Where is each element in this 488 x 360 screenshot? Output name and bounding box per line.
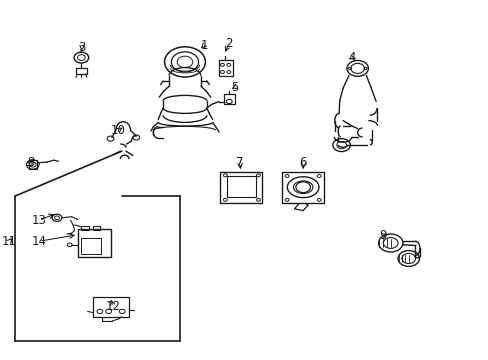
Bar (220, 172, 262, 203)
Bar (75, 68, 87, 74)
Bar (227, 176, 255, 197)
Text: 1: 1 (200, 39, 208, 51)
Text: 12: 12 (106, 300, 121, 313)
Bar (78, 229, 111, 257)
Text: 2: 2 (224, 37, 232, 50)
Bar (29, 160, 37, 169)
Text: 9: 9 (378, 229, 386, 242)
Text: 11: 11 (1, 235, 17, 248)
Bar (81, 226, 88, 230)
Bar (219, 60, 232, 76)
Text: 3: 3 (78, 41, 85, 54)
Bar (224, 94, 234, 104)
Text: 8: 8 (27, 156, 34, 169)
Bar (92, 226, 100, 230)
Bar (92, 297, 129, 317)
Text: 10: 10 (111, 124, 125, 137)
Text: 4: 4 (347, 51, 355, 64)
Text: 6: 6 (299, 156, 306, 169)
Text: 13: 13 (32, 214, 46, 227)
Bar (81, 238, 101, 254)
Bar (282, 172, 324, 203)
Text: 5: 5 (231, 81, 238, 94)
Text: 7: 7 (236, 156, 243, 169)
Text: 14: 14 (32, 235, 46, 248)
